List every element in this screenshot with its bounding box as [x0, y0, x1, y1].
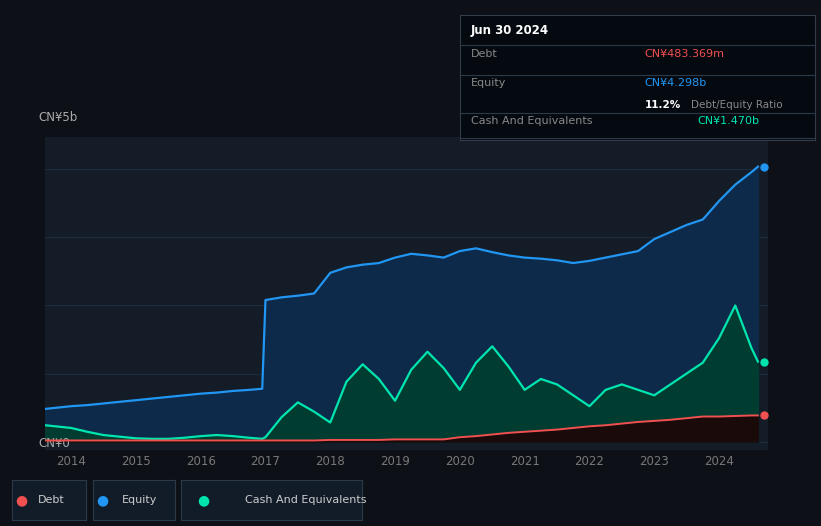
Text: Debt: Debt — [470, 49, 498, 59]
Text: 11.2%: 11.2% — [644, 100, 681, 110]
Text: CN¥4.298b: CN¥4.298b — [644, 77, 707, 87]
Text: CN¥5b: CN¥5b — [38, 111, 77, 124]
Text: Equity: Equity — [470, 77, 506, 87]
Text: CN¥0: CN¥0 — [38, 437, 70, 450]
Text: CN¥1.470b: CN¥1.470b — [698, 116, 760, 126]
Text: ●: ● — [97, 493, 108, 507]
Text: Equity: Equity — [122, 495, 157, 505]
Text: Jun 30 2024: Jun 30 2024 — [470, 24, 548, 37]
Text: Cash And Equivalents: Cash And Equivalents — [245, 495, 366, 505]
Text: Debt/Equity Ratio: Debt/Equity Ratio — [690, 100, 782, 110]
Text: Cash And Equivalents: Cash And Equivalents — [470, 116, 592, 126]
Text: CN¥483.369m: CN¥483.369m — [644, 49, 725, 59]
Text: Debt: Debt — [38, 495, 65, 505]
Text: ●: ● — [15, 493, 27, 507]
Text: ●: ● — [197, 493, 209, 507]
